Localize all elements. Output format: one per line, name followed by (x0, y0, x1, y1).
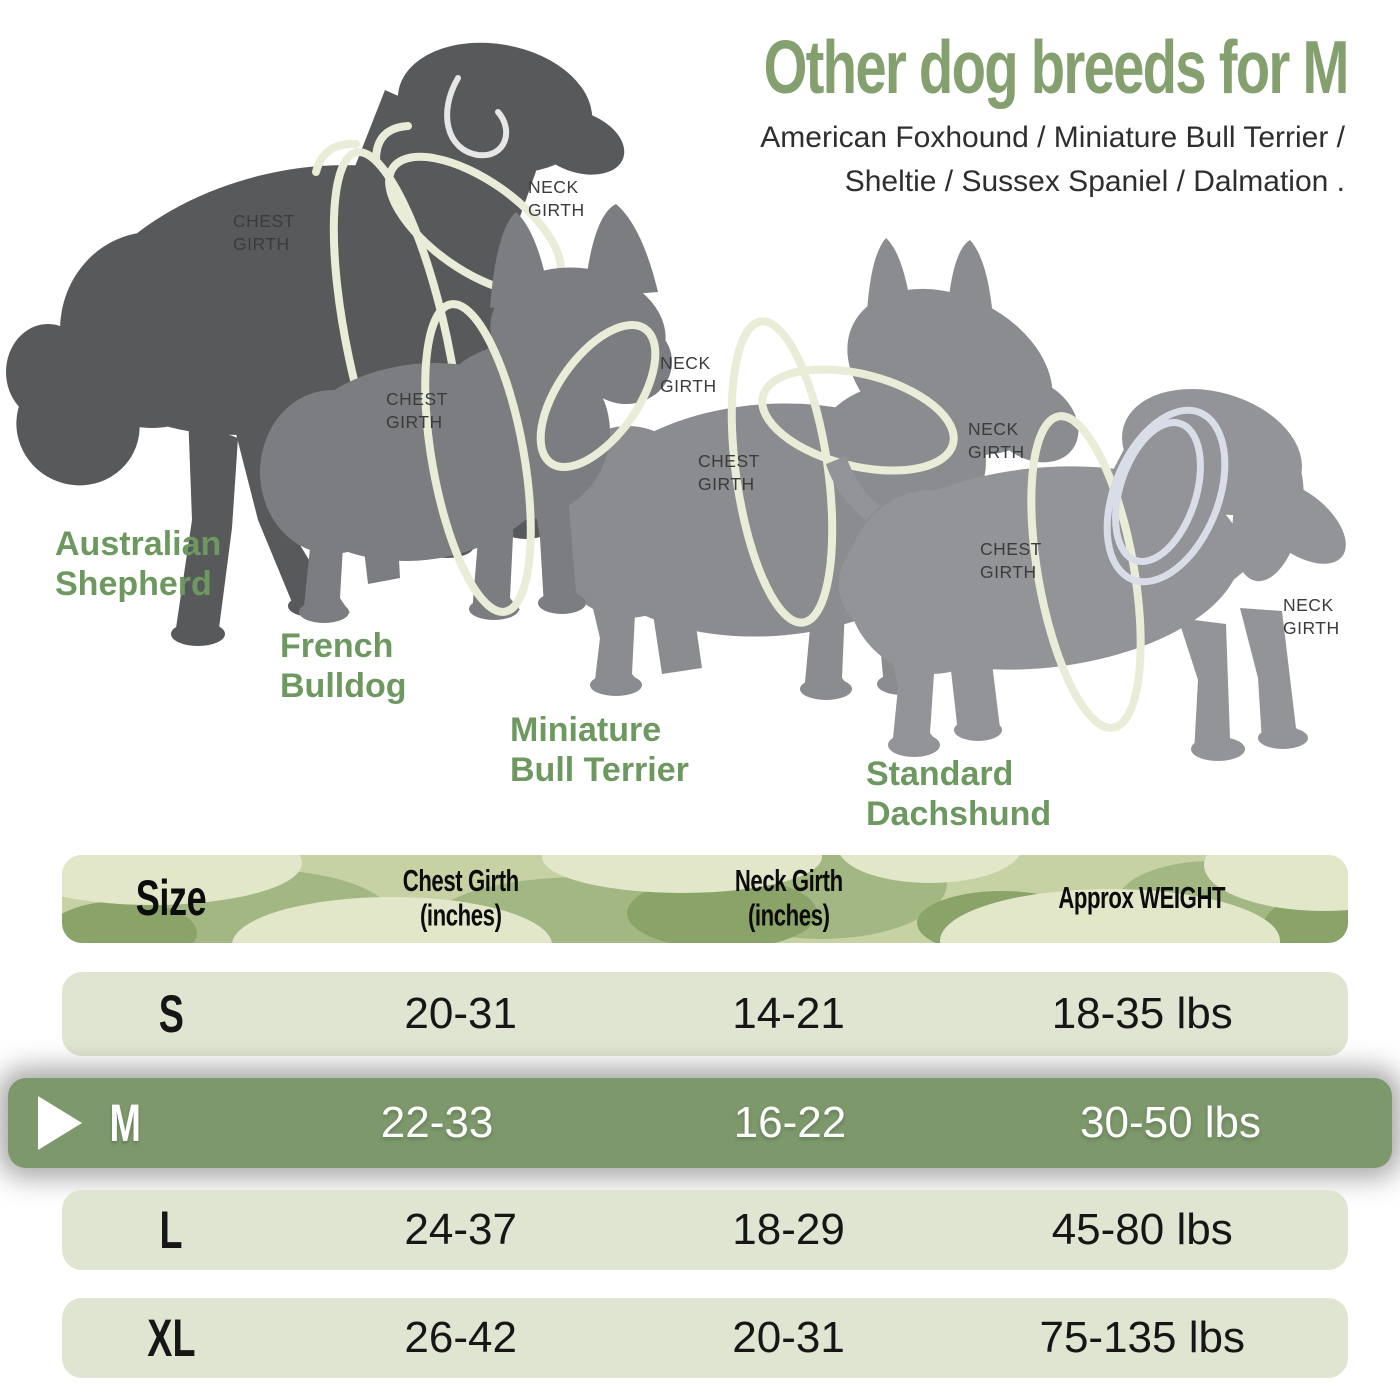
neck-girth-value: 16-22 (733, 1098, 847, 1147)
dachs-chest-string (1027, 412, 1145, 732)
aussie-chest-girth-label: CHEST GIRTH (233, 211, 295, 254)
column-header-size: Size (136, 870, 207, 927)
dog-illustrations (6, 42, 1346, 761)
dachs-neck-string (1103, 406, 1229, 586)
weight-value: 45-80 lbs (1051, 1205, 1233, 1254)
dachs-neck-girth-label: NECK GIRTH (1283, 595, 1340, 638)
page-title: Other dog breeds for M (764, 24, 1350, 110)
chest-girth-value: 24-37 (404, 1205, 517, 1254)
chest-girth-value: 20-31 (404, 989, 517, 1038)
breed-label-miniature-bull-terrier: Miniature Bull Terrier (510, 711, 689, 790)
breed-label-french-bulldog: French Bulldog (280, 627, 407, 706)
breed-label-standard-dachshund: Standard Dachshund (866, 755, 1052, 834)
column-header-chest-girth: Chest Girth (inches) (402, 864, 519, 933)
column-header-approx-weight: Approx WEIGHT (1058, 880, 1226, 916)
weight-value: 18-35 lbs (1051, 989, 1233, 1038)
hero-section: Other dog breeds for M American Foxhound… (6, 24, 1350, 834)
size-row-l: L 24-37 18-29 45-80 lbs (62, 1190, 1348, 1270)
neck-girth-value: 20-31 (732, 1313, 845, 1362)
subtitle: American Foxhound / Miniature Bull Terri… (705, 116, 1345, 203)
size-row-m-selected: M 22-33 16-22 30-50 lbs (8, 1078, 1392, 1168)
weight-value: 75-135 lbs (1039, 1313, 1245, 1362)
aussie-neck-girth-label: NECK GIRTH (528, 177, 585, 220)
bull-chest-girth-label: CHEST GIRTH (698, 451, 760, 494)
ear-detail-line (444, 75, 510, 159)
size-row-s: S 20-31 14-21 18-35 lbs (62, 972, 1348, 1056)
size-table-header: Size Chest Girth (inches) Neck Girth (in… (62, 855, 1348, 943)
breed-label-australian-shepherd: Australian Shepherd (55, 525, 222, 604)
australian-shepherd-silhouette (6, 42, 625, 646)
size-row-xl: XL 26-42 20-31 75-135 lbs (62, 1298, 1348, 1378)
bull-neck-girth-label: NECK GIRTH (968, 419, 1025, 462)
frenchie-neck-girth-label: NECK GIRTH (660, 353, 717, 396)
size-value: L (159, 1200, 183, 1260)
dachs-chest-girth-label: CHEST GIRTH (980, 539, 1042, 582)
chest-girth-value: 26-42 (404, 1313, 517, 1362)
size-value: XL (147, 1308, 196, 1368)
camo-pattern (62, 855, 1348, 943)
frenchie-girth-strings (421, 300, 660, 616)
size-value: S (158, 984, 184, 1044)
chest-girth-value: 22-33 (380, 1098, 494, 1147)
weight-value: 30-50 lbs (1080, 1098, 1262, 1147)
frenchie-chest-girth-label: CHEST GIRTH (386, 389, 448, 432)
size-value: M (109, 1093, 142, 1153)
neck-girth-value: 18-29 (732, 1205, 845, 1254)
neck-girth-value: 14-21 (732, 989, 845, 1038)
subtitle-line-1: American Foxhound / Miniature Bull Terri… (760, 121, 1345, 154)
column-header-neck-girth: Neck Girth (inches) (734, 864, 843, 933)
subtitle-line-2: Sheltie / Sussex Spaniel / Dalmation . (844, 164, 1345, 198)
selected-size-arrow-icon (38, 1096, 82, 1150)
